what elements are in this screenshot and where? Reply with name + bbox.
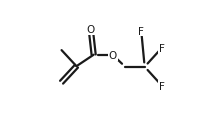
Text: F: F [138,26,144,36]
Text: F: F [159,81,165,91]
Text: O: O [108,50,117,60]
Text: O: O [87,25,95,35]
Text: F: F [159,43,165,53]
